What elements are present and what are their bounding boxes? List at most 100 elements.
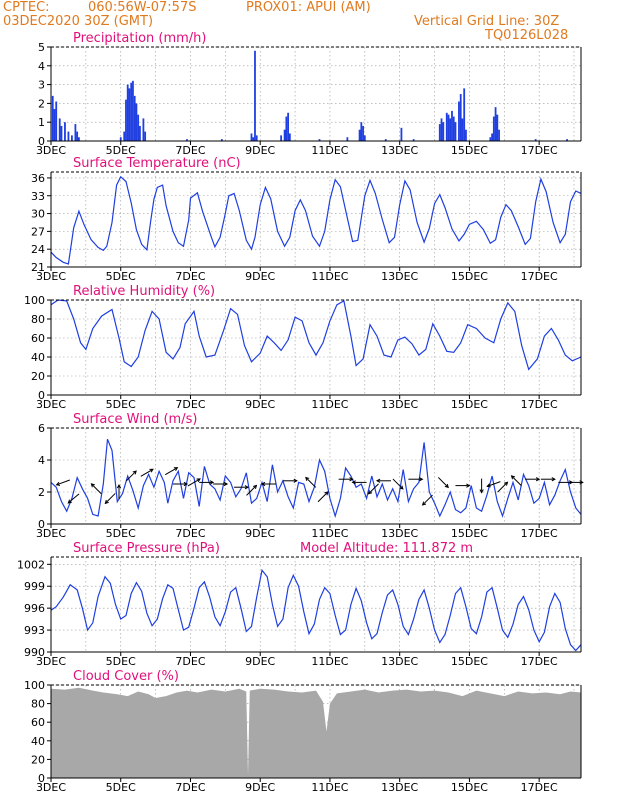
y-tick-label: 1002 [17,558,45,571]
precip-bar [458,101,460,141]
precip-bar [463,88,466,141]
wind-arrow [90,483,102,495]
precip-bar [454,122,457,141]
y-tick-label: 1 [38,116,45,129]
x-tick-label: 15DEC [451,144,488,157]
x-tick-label: 11DEC [311,655,348,668]
precip-bar [76,131,79,141]
wind-arrow [260,481,276,487]
precip-bar [285,116,288,141]
precip-bar [53,109,56,141]
x-tick-label: 7DEC [175,270,205,283]
precip-bar [465,129,467,141]
header-date: 03DEC2020 30Z (GMT) [3,14,154,29]
y-tick-label: 6 [38,422,45,435]
panel-title: Surface Pressure (hPa) [73,541,220,556]
precip-bar [461,118,464,141]
x-tick-label: 3DEC [36,270,66,283]
y-tick-label: 20 [31,753,45,766]
wind-arrow [187,478,201,487]
y-tick-label: 0 [38,772,45,785]
y-tick-label: 4 [38,454,45,467]
panel-title: Surface Wind (m/s) [73,412,197,427]
y-tick-label: 80 [31,313,45,326]
wind-arrow [375,478,391,483]
x-tick-label: 5DEC [106,781,136,794]
x-tick-label: 15DEC [451,270,488,283]
x-tick-label: 3DEC [36,527,66,540]
precip-bar [447,114,450,141]
wind-arrow [455,483,471,488]
series-line [50,438,582,519]
precip-bar [440,118,443,141]
x-tick-label: 7DEC [175,398,205,411]
x-tick-label: 9DEC [245,781,275,794]
wind-arrow [437,477,449,489]
precip-bar [139,125,141,141]
precip-bar [77,137,80,141]
panel-1: 0 1 2 3 4 5 3DEC 5DEC 7DEC 9DEC 11DEC 13DEC 15DEC 17D… [36,31,582,157]
wind-arrow [234,485,250,490]
y-tick-label: 30 [31,208,45,221]
y-tick-label: 60 [31,332,45,345]
precip-bar [363,135,366,141]
wind-arrow [67,493,80,504]
precip-bar [346,137,349,141]
y-tick-label: 0 [38,518,45,531]
wind-arrow [338,477,354,482]
wind-arrow [116,483,122,499]
precip-bar [132,80,134,141]
precip-bar [125,99,127,141]
precip-bar [362,125,364,141]
wind-arrow [525,477,541,482]
y-tick-label: 21 [31,261,45,274]
precip-bar [318,139,321,141]
x-tick-label: 11DEC [311,781,348,794]
x-tick-label: 7DEC [175,144,205,157]
precip-bar [250,133,253,141]
wind-arrow [282,478,298,483]
precip-bar [133,95,136,141]
precip-bar [445,112,448,141]
y-tick-label: 4 [38,60,45,73]
header-grid-note: Vertical Grid Line: 30Z [414,14,560,29]
y-tick-label: 20 [31,370,45,383]
x-tick-label: 9DEC [245,270,275,283]
x-tick-label: 3DEC [36,144,66,157]
panel-6: 0 20 40 60 80 100 3DEC 5DEC 7DEC 9DEC 11DEC 13DEC 15… [24,669,582,794]
y-tick-label: 40 [31,735,45,748]
panel-title: Relative Humidity (%) [73,284,215,299]
series-line [50,299,582,371]
wind-arrow [317,491,329,503]
x-tick-label: 7DEC [175,527,205,540]
precip-bar [489,137,492,141]
y-tick-label: 990 [24,646,45,659]
x-tick-label: 17DEC [521,270,558,283]
x-tick-label: 15DEC [451,398,488,411]
precip-bar [220,139,223,141]
y-tick-label: 993 [24,624,45,637]
x-tick-label: 3DEC [36,655,66,668]
x-tick-label: 17DEC [521,527,558,540]
wind-arrow [213,481,229,487]
x-tick-label: 5DEC [106,655,136,668]
wind-arrow [351,480,367,485]
x-tick-label: 5DEC [106,398,136,411]
precip-bar [491,133,493,141]
x-tick-label: 3DEC [36,781,66,794]
precip-bar [71,135,73,141]
panel-4: 0 2 4 6 3DEC 5DEC 7DEC 9DEC 11DEC 13DEC 15DEC 17DEC… [36,412,584,540]
precip-bar [360,122,363,141]
precip-bar [534,139,537,141]
precip-bar [451,110,453,141]
y-tick-label: 3 [38,79,45,92]
y-tick-label: 100 [24,679,45,692]
x-tick-label: 7DEC [175,781,205,794]
wind-arrow [140,468,154,477]
y-tick-label: 999 [24,580,45,593]
wind-arrow [55,479,70,486]
x-tick-label: 3DEC [36,398,66,411]
precip-bar [438,124,441,141]
x-tick-label: 17DEC [521,781,558,794]
